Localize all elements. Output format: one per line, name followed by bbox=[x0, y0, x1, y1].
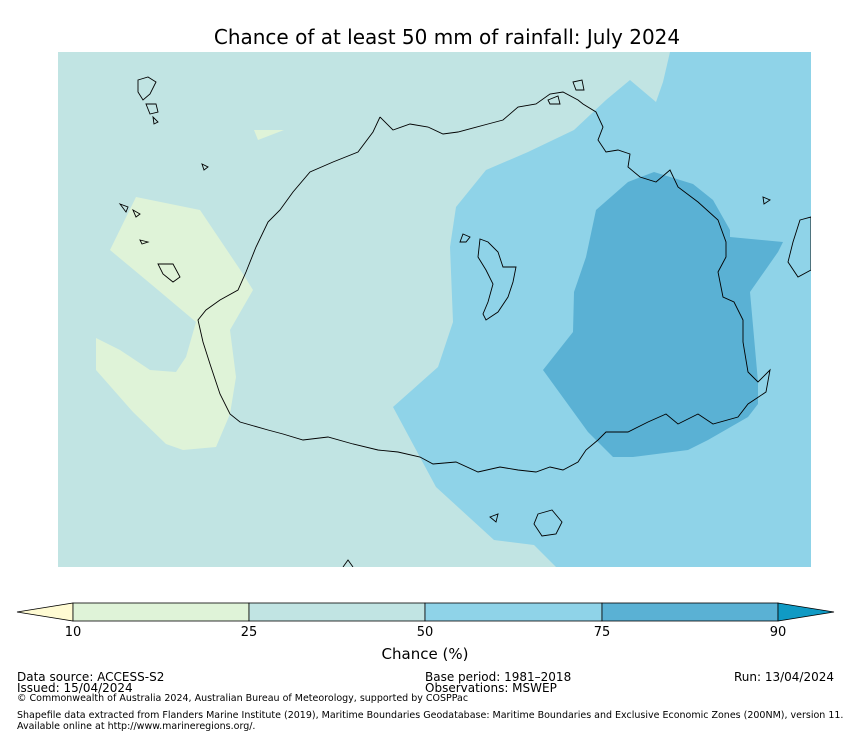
data-source: Data source: ACCESS-S2 bbox=[17, 670, 165, 684]
colorbar-bin-50-75 bbox=[424, 602, 603, 622]
colorbar-label: Chance (%) bbox=[381, 645, 469, 663]
shapefile-credit-line2: Available online at http://www.marinereg… bbox=[17, 721, 256, 732]
region-75-90 bbox=[543, 172, 783, 457]
colorbar-extend-high bbox=[777, 602, 835, 622]
colorbar-extend-low bbox=[16, 602, 74, 622]
map-canvas bbox=[58, 52, 811, 567]
copyright-notice: © Commonwealth of Australia 2024, Austra… bbox=[17, 693, 469, 704]
issued-date: Issued: 15/04/2024 bbox=[17, 681, 133, 695]
colorbar-tick-label: 90 bbox=[769, 625, 787, 640]
colorbar-tick-label: 75 bbox=[593, 625, 611, 640]
coastline-outlines bbox=[118, 76, 811, 567]
run-date: Run: 13/04/2024 bbox=[733, 670, 834, 684]
colorbar-tick-label: 25 bbox=[240, 625, 258, 640]
region-10-25-west bbox=[96, 197, 253, 450]
region-50-75-patch bbox=[572, 168, 578, 174]
colorbar-tick-label: 50 bbox=[416, 625, 434, 640]
colorbar-bin-25-50 bbox=[248, 602, 426, 622]
shapefile-credit-line1: Shapefile data extracted from Flanders M… bbox=[17, 710, 844, 721]
region-10-25-fleck bbox=[254, 130, 284, 140]
colorbar-bin-10-25 bbox=[72, 602, 250, 622]
colorbar bbox=[16, 602, 835, 622]
colorbar-bin-75-90 bbox=[601, 602, 779, 622]
rainfall-probability-map bbox=[58, 52, 811, 567]
observations: Observations: MSWEP bbox=[425, 681, 557, 695]
colorbar-tick-label: 10 bbox=[64, 625, 82, 640]
map-title: Chance of at least 50 mm of rainfall: Ju… bbox=[213, 25, 681, 49]
base-period: Base period: 1981–2018 bbox=[425, 670, 572, 684]
